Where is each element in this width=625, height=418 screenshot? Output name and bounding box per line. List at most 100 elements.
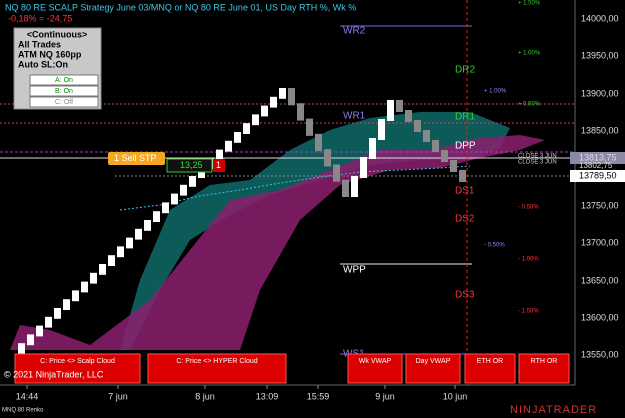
close-label: CLOSE 3 JUN (518, 154, 557, 160)
brick (171, 193, 178, 205)
bottom-button[interactable] (518, 353, 570, 384)
brick (189, 176, 196, 187)
brick (414, 120, 421, 132)
order-text: 1 Sell STP (114, 153, 157, 163)
brick (261, 105, 268, 117)
percent-label: - 0.50% (484, 243, 505, 249)
vwap-line (119, 165, 471, 211)
panel-button[interactable] (29, 96, 99, 108)
percent-label: + 1.50% (518, 1, 541, 7)
price-tick-label: 13550,00 (581, 349, 619, 359)
brick (360, 157, 367, 178)
panel-line: All Trades (18, 39, 61, 49)
brick (27, 334, 34, 346)
bottom-button-text: Day VWAP (416, 358, 451, 365)
price-flag (570, 152, 625, 164)
price-tick-label: 13950,00 (581, 50, 619, 60)
level-label: WR2 (343, 26, 366, 37)
bottom-button[interactable] (347, 353, 403, 384)
brick (126, 237, 133, 249)
brick (180, 184, 187, 196)
level-label: DR1 (455, 112, 475, 123)
order-label[interactable] (108, 152, 165, 165)
brick (72, 290, 79, 302)
level-label: DR2 (455, 65, 475, 76)
panel-line: <Continuous> (27, 29, 88, 39)
brick (225, 140, 232, 152)
pnl: -0,18% = -24,75 (8, 13, 72, 23)
percent-label: + 1.00% (484, 89, 507, 95)
bottom-button-text: C: Price <> HYPER Cloud (176, 358, 257, 365)
brick (297, 103, 304, 121)
chart-title: NQ 80 RE SCALP Strategy June 03/MNQ or N… (5, 2, 356, 12)
brick (99, 264, 106, 275)
brick (351, 176, 358, 197)
panel-line: Auto SL:On (18, 59, 68, 69)
brick (144, 220, 151, 231)
bottom-button[interactable] (147, 353, 287, 384)
time-tick-label: 9 jun (375, 391, 395, 401)
level-label: DS1 (455, 186, 475, 197)
time-tick-label: 8 jun (195, 391, 215, 401)
brick (63, 299, 70, 310)
brick (18, 343, 25, 354)
brick (117, 246, 124, 258)
order-pnl-text: 13,25 (180, 160, 203, 170)
time-tick-label: 15:59 (307, 391, 330, 401)
brick (270, 96, 277, 108)
brick (342, 179, 349, 197)
brick (216, 149, 223, 161)
price-flag-text: 13813,75 (579, 152, 617, 162)
panel-button-text: C: Off (55, 99, 73, 106)
bottom-button-text: ETH OR (477, 358, 503, 365)
brick (198, 167, 205, 178)
price-tick-label: 13750,00 (581, 200, 619, 210)
percent-label: - 1.00% (518, 257, 539, 263)
percent-label: - 0.50% (518, 205, 539, 211)
percent-label: - 1.50% (518, 309, 539, 315)
brand: NINJATRADER (510, 404, 597, 416)
price-tick-label: 14000,00 (581, 13, 619, 23)
order-pnl (166, 158, 213, 173)
brick (288, 88, 295, 106)
brick (315, 133, 322, 152)
price-tick-label: 13850,00 (581, 125, 619, 135)
price-tick-label: 13900,00 (581, 88, 619, 98)
order-qty (213, 159, 225, 172)
level-label: DS2 (455, 214, 475, 225)
brick (81, 281, 88, 293)
panel-button[interactable] (29, 74, 99, 86)
brick (378, 119, 385, 140)
hyper-cloud (10, 135, 545, 350)
price-flag-text: 13789,50 (579, 170, 617, 180)
bottom-button[interactable] (464, 353, 516, 384)
brick (243, 123, 250, 134)
copyright: © 2021 NinjaTrader, LLC (4, 369, 104, 379)
price-axis (575, 0, 625, 418)
price-tick-label: 13650,00 (581, 275, 619, 285)
brick (306, 118, 313, 136)
brick (450, 160, 457, 172)
time-tick-label: 10 jun (443, 391, 468, 401)
bottom-button-text: RTH OR (531, 358, 558, 365)
panel-line: ATM NQ 160pp (18, 49, 82, 59)
brick (423, 130, 430, 142)
price-flag-text: 13802,75 (579, 161, 613, 170)
level-label: DS3 (455, 290, 475, 301)
level-label: DPP (455, 141, 476, 152)
brick (90, 272, 97, 284)
bottom-button[interactable] (14, 353, 141, 384)
bottom-button-text: Wk VWAP (359, 358, 392, 365)
percent-label: + 1.00% (518, 51, 541, 57)
brick (54, 308, 61, 319)
price-tick-label: 13600,00 (581, 312, 619, 322)
brick (405, 110, 412, 122)
time-tick-label: 14:44 (16, 391, 39, 401)
price-flag (570, 170, 625, 182)
brick (387, 100, 394, 121)
brick (459, 170, 466, 182)
panel-button[interactable] (29, 85, 99, 97)
renko-bricks (18, 88, 466, 354)
bottom-button[interactable] (405, 353, 461, 384)
